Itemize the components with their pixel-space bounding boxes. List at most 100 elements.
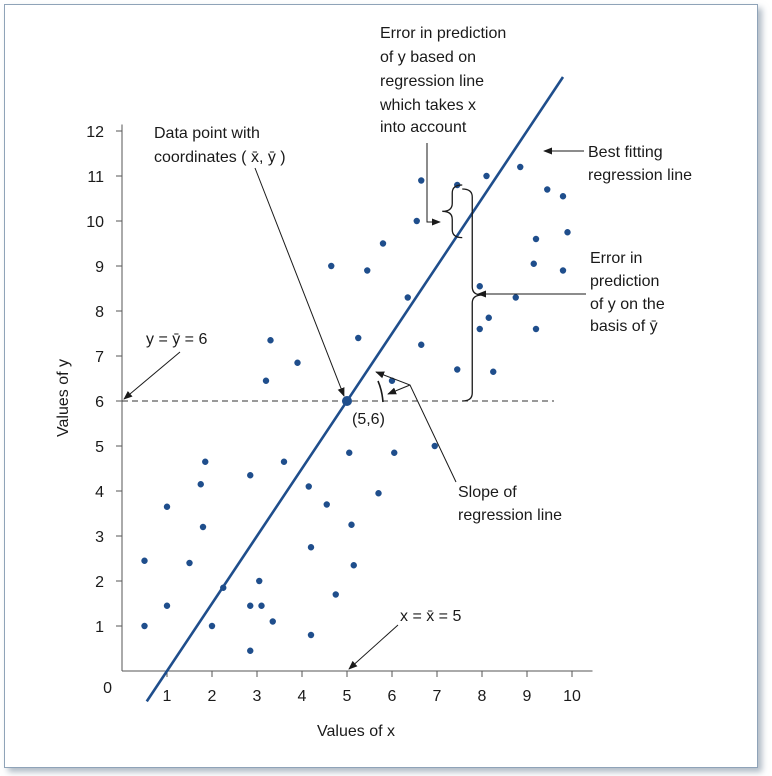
- annotation-error-mean-2: prediction: [590, 273, 659, 290]
- data-point: [163, 602, 171, 609]
- data-point: [258, 602, 265, 609]
- x-tick-label: 3: [253, 688, 262, 705]
- data-point: [364, 267, 371, 274]
- data-point: [418, 177, 425, 184]
- data-point: [530, 260, 537, 267]
- y-axis-label: Values of y: [55, 359, 72, 437]
- data-point: [490, 368, 497, 375]
- data-point: [141, 557, 148, 564]
- data-point: [256, 577, 263, 585]
- x-axis-label: Values of x: [317, 723, 395, 740]
- data-point: [404, 294, 411, 301]
- x-tick-label: 9: [523, 688, 532, 705]
- leader-y-mean: [123, 351, 181, 400]
- annotation-slope-2: regression line: [458, 507, 562, 524]
- leader-data-point: [254, 167, 345, 397]
- data-point: [307, 631, 315, 639]
- data-point: [294, 359, 301, 366]
- data-point: [559, 267, 567, 274]
- y-tick-label: 12: [86, 124, 104, 141]
- y-tick-label: 1: [95, 619, 104, 636]
- slope-arc: [377, 380, 384, 403]
- data-point: [141, 622, 148, 630]
- data-point: [348, 521, 355, 528]
- data-point: [532, 325, 540, 333]
- leader-slope-bottom: [387, 384, 411, 395]
- data-point: [247, 647, 254, 654]
- annotations: [123, 143, 586, 670]
- x-tick-label: 4: [298, 688, 307, 705]
- origin-label: 0: [103, 680, 112, 697]
- regression-line-group: [145, 76, 565, 703]
- data-point: [559, 193, 567, 200]
- data-point: [379, 240, 387, 247]
- data-point: [418, 341, 425, 348]
- brace-error-regression: [442, 184, 463, 239]
- annotation-data-point-1: Data point with: [154, 125, 260, 142]
- y-tick-label: 4: [95, 484, 104, 501]
- leader-x-mean: [348, 624, 399, 670]
- data-point: [328, 262, 335, 270]
- data-point: [247, 602, 254, 609]
- data-point: [375, 490, 382, 497]
- data-point: [431, 442, 438, 450]
- data-points: [141, 163, 571, 654]
- data-point: [476, 325, 483, 333]
- data-point: [413, 217, 420, 225]
- annotation-y-mean: y = ȳ = 6: [146, 331, 207, 348]
- data-point: [247, 472, 254, 479]
- x-tick-label: 6: [388, 688, 397, 705]
- leader-slope-top: [375, 371, 457, 483]
- data-point: [163, 503, 171, 510]
- annotation-error-mean-3: of y on the: [590, 296, 665, 313]
- annotation-error-regression-3: regression line: [380, 73, 484, 90]
- data-point: [454, 366, 461, 373]
- data-point: [483, 172, 490, 180]
- y-tick-label: 10: [86, 214, 104, 231]
- data-point: [202, 458, 209, 465]
- data-point: [323, 501, 330, 508]
- mean-point-label: (5,6): [352, 411, 385, 428]
- x-tick-label: 8: [478, 688, 487, 705]
- annotation-best-fit-1: Best fitting: [588, 144, 663, 161]
- data-point: [485, 314, 492, 321]
- data-point: [199, 523, 207, 531]
- brace-error-mean: [462, 188, 483, 402]
- regression-line: [145, 76, 565, 703]
- x-tick-label: 1: [163, 688, 172, 705]
- x-tick-label: 7: [433, 688, 442, 705]
- leader-error-regression: [426, 143, 441, 226]
- data-point: [517, 163, 524, 171]
- annotation-error-regression-4: which takes x: [379, 97, 476, 114]
- x-tick-label: 5: [343, 688, 352, 705]
- y-tick-label: 9: [95, 259, 104, 276]
- data-point: [332, 591, 339, 598]
- x-tick-label: 2: [208, 688, 217, 705]
- axes: [116, 124, 593, 677]
- data-point: [476, 283, 483, 290]
- y-tick-label: 2: [95, 574, 104, 591]
- data-point: [269, 618, 276, 625]
- data-point: [262, 377, 270, 384]
- y-tick-label: 3: [95, 529, 104, 546]
- annotation-data-point-2: coordinates ( x̄, ȳ ): [154, 149, 286, 166]
- data-point: [307, 544, 315, 551]
- annotation-x-mean: x = x̄ = 5: [400, 608, 461, 625]
- data-point: [305, 483, 312, 490]
- data-point: [197, 481, 204, 488]
- annotation-error-regression-2: of y based on: [380, 49, 476, 66]
- annotation-error-regression-5: into account: [380, 119, 467, 136]
- data-point: [267, 337, 274, 344]
- data-point: [355, 334, 362, 342]
- y-tick-label: 6: [95, 394, 104, 411]
- annotation-best-fit-2: regression line: [588, 167, 692, 184]
- y-tick-label: 8: [95, 304, 104, 321]
- data-point: [564, 229, 571, 236]
- y-tick-label: 11: [87, 169, 104, 186]
- data-point: [280, 458, 288, 465]
- data-point: [350, 562, 357, 569]
- data-point: [346, 449, 353, 456]
- data-point: [186, 559, 193, 567]
